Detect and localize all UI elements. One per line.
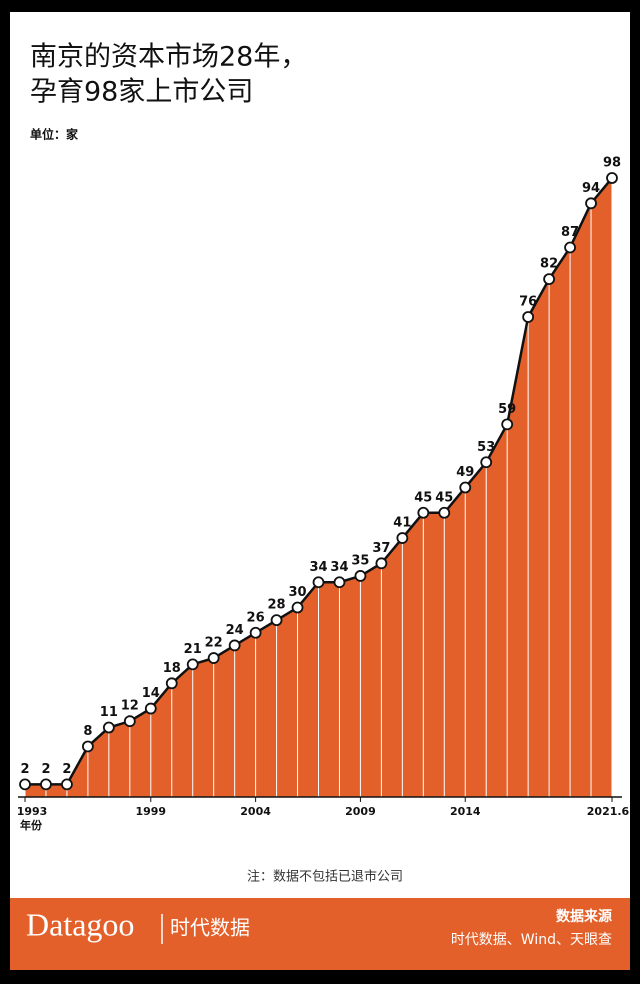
value-label: 14 (142, 686, 160, 701)
marker (564, 241, 576, 254)
marker (249, 626, 262, 639)
brand: Datagoo (26, 906, 134, 942)
value-label: 22 (205, 636, 223, 651)
marker (417, 506, 430, 519)
value-label: 2 (20, 762, 29, 777)
marker (375, 557, 388, 570)
title-line: 孕育98家上市公司 (30, 77, 253, 108)
marker (144, 702, 157, 715)
marker (312, 576, 325, 589)
x-tick-label: 2021.6 (587, 805, 630, 818)
value-label: 34 (330, 560, 348, 575)
value-label: 8 (83, 724, 92, 739)
marker (501, 418, 514, 431)
value-label: 59 (498, 402, 516, 417)
x-tick-label: 2014 (450, 805, 481, 818)
marker (186, 658, 199, 671)
value-label: 28 (268, 598, 286, 613)
marker (396, 532, 409, 544)
x-tick-label: 1999 (135, 805, 166, 818)
value-label: 76 (519, 294, 537, 309)
marker (19, 778, 31, 791)
marker (333, 576, 346, 589)
note: 注：数据不包括已退市公司 (247, 869, 403, 885)
source-title: 数据来源 (556, 908, 612, 925)
marker (270, 614, 283, 627)
value-label: 18 (163, 661, 181, 676)
marker (40, 778, 52, 791)
footer-band (10, 898, 630, 970)
value-label: 21 (184, 642, 202, 657)
title-line: 南京的资本市场28年， (30, 42, 307, 73)
value-label: 49 (456, 465, 474, 480)
marker (480, 456, 493, 469)
value-label: 41 (393, 516, 411, 531)
marker (606, 172, 618, 184)
value-label: 53 (477, 440, 495, 455)
brand-cn: 时代数据 (170, 916, 250, 940)
value-label: 34 (309, 560, 327, 575)
marker (291, 601, 304, 614)
value-label: 2 (62, 762, 71, 777)
marker (522, 311, 535, 323)
value-label: 35 (351, 553, 369, 568)
marker (228, 639, 241, 652)
marker (585, 197, 597, 210)
source: 时代数据、Wind、天眼查 (451, 932, 612, 948)
marker (543, 273, 556, 285)
value-label: 45 (414, 490, 432, 505)
value-label: 98 (603, 156, 621, 171)
marker (61, 778, 73, 791)
value-label: 45 (435, 490, 453, 505)
x-tick-label: 2009 (345, 805, 376, 818)
marker (123, 715, 136, 728)
value-label: 37 (372, 541, 390, 556)
x-axis-label: 年份 (20, 818, 43, 832)
value-label: 11 (100, 705, 118, 720)
x-tick-label: 1993 (17, 805, 48, 818)
value-label: 30 (288, 585, 306, 600)
value-label: 26 (247, 610, 265, 625)
value-label: 2 (41, 762, 50, 777)
unit-label: 单位：家 (30, 127, 79, 142)
value-label: 24 (226, 623, 244, 638)
value-label: 12 (121, 699, 139, 714)
value-label: 87 (561, 225, 579, 240)
marker (207, 652, 220, 664)
marker (102, 721, 115, 734)
marker (438, 506, 451, 519)
marker (354, 570, 367, 582)
value-label: 94 (582, 181, 600, 196)
x-tick-label: 2004 (240, 805, 271, 818)
marker (459, 481, 472, 494)
value-label: 82 (540, 257, 558, 272)
marker (81, 740, 94, 753)
marker (165, 677, 178, 690)
